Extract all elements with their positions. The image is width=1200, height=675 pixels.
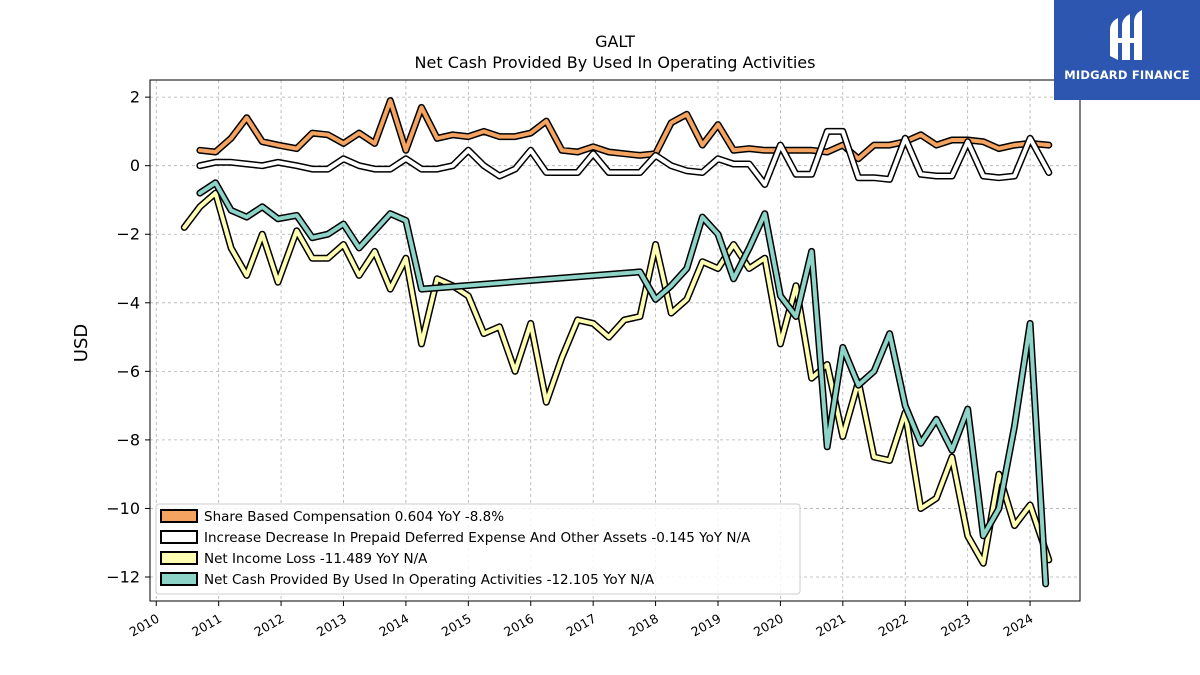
legend-label: Net Cash Provided By Used In Operating A…	[204, 572, 655, 588]
legend-label: Increase Decrease In Prepaid Deferred Ex…	[204, 530, 751, 546]
x-tick-label: 2014	[376, 611, 411, 640]
logo-text: MIDGARD FINANCE	[1064, 68, 1190, 82]
y-tick-label: −8	[116, 430, 140, 449]
legend-swatch	[160, 509, 198, 523]
x-tick-label: 2013	[314, 611, 349, 640]
chart-title: GALT	[595, 32, 635, 51]
series-line-2	[182, 191, 1051, 566]
chart-subtitle: Net Cash Provided By Used In Operating A…	[415, 53, 816, 72]
y-tick-label: −2	[116, 225, 140, 244]
legend-swatch	[160, 572, 198, 586]
y-axis-ticks: 2 0 −2 −4 −6 −8 −10 −12	[106, 88, 150, 587]
x-tick-label: 2018	[626, 611, 661, 640]
series-outline-0	[196, 97, 1053, 163]
series-line-0	[197, 98, 1051, 161]
plot-frame	[149, 79, 1081, 602]
legend: Share Based Compensation 0.604 YoY -8.8%…	[155, 503, 801, 595]
x-tick-label: 2015	[439, 611, 474, 640]
legend-label: Net Income Loss -11.489 YoY N/A	[204, 551, 428, 567]
x-tick-label: 2011	[189, 611, 224, 640]
x-axis-ticks: 2010 2011 2012 2013 2014 2015 2016 2017 2018 2019…	[127, 601, 1036, 640]
x-tick-label: 2012	[252, 611, 287, 640]
y-tick-label: 0	[130, 156, 140, 175]
y-tick-label: −10	[106, 499, 140, 518]
y-tick-label: 2	[130, 88, 140, 107]
y-axis-label: USD	[71, 324, 92, 362]
x-tick-label: 2021	[813, 611, 848, 640]
legend-box	[155, 503, 801, 595]
x-tick-label: 2017	[564, 611, 599, 640]
x-tick-label: 2010	[127, 611, 162, 640]
x-tick-label: 2019	[688, 611, 723, 640]
x-tick-label: 2022	[876, 611, 911, 640]
legend-swatch	[160, 530, 198, 544]
x-tick-label: 2016	[501, 611, 536, 640]
series-line-3	[197, 180, 1048, 586]
y-tick-label: −12	[106, 568, 140, 587]
legend-label: Share Based Compensation 0.604 YoY -8.8%	[204, 509, 504, 525]
series-line-1	[197, 129, 1051, 187]
brand-logo: MIDGARD FINANCE	[1054, 0, 1200, 100]
x-tick-label: 2024	[1001, 611, 1036, 640]
y-tick-label: −6	[116, 362, 140, 381]
y-tick-label: −4	[116, 293, 140, 312]
x-tick-label: 2020	[751, 611, 786, 640]
logo-mark-icon	[1110, 10, 1142, 60]
series-layer	[180, 97, 1053, 588]
legend-swatch	[160, 551, 198, 565]
x-tick-label: 2023	[938, 611, 973, 640]
